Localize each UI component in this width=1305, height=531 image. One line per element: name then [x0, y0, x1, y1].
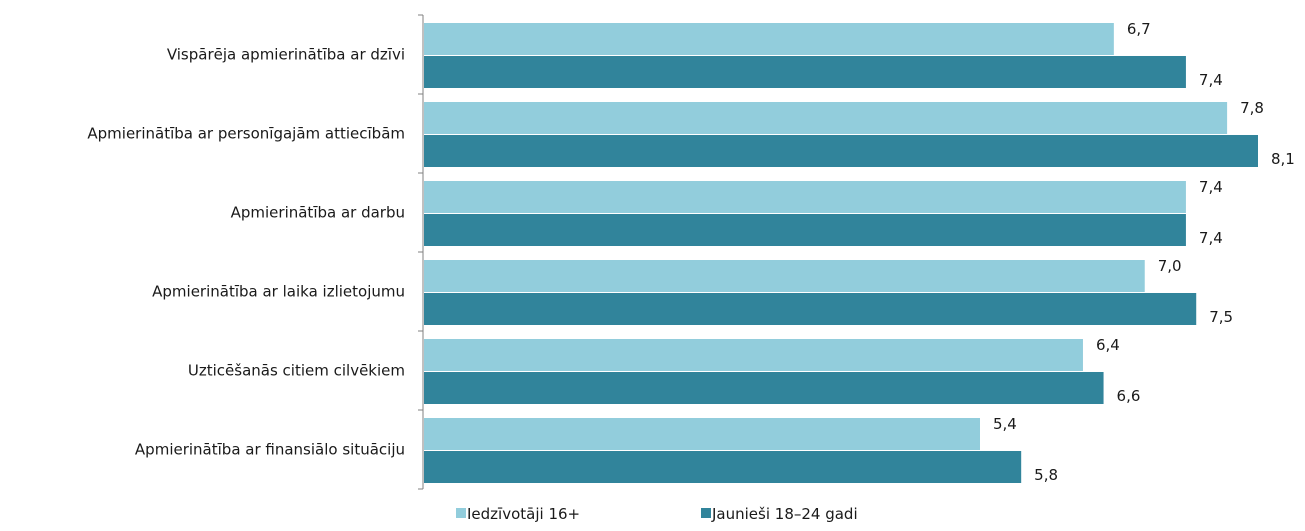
bar-residents-16plus: [424, 418, 980, 450]
data-label: 6,4: [1096, 336, 1120, 354]
data-label: 5,4: [993, 415, 1017, 433]
data-label: 6,6: [1117, 387, 1141, 405]
bar-youth-18-24: [424, 293, 1197, 325]
legend-label: Iedzīvotāji 16+: [467, 505, 580, 523]
category-label: Apmierinātība ar darbu: [231, 204, 405, 222]
legend-label: Jaunieši 18–24 gadi: [711, 505, 858, 523]
data-label: 7,8: [1240, 99, 1264, 117]
bar-residents-16plus: [424, 181, 1186, 213]
bar-residents-16plus: [424, 339, 1083, 371]
category-label: Vispārēja apmierinātība ar dzīvi: [167, 46, 405, 64]
bar-youth-18-24: [424, 372, 1104, 404]
bar-residents-16plus: [424, 102, 1228, 134]
bar-youth-18-24: [424, 214, 1186, 246]
bar-residents-16plus: [424, 260, 1145, 292]
data-label: 7,5: [1209, 308, 1233, 326]
bar-youth-18-24: [424, 451, 1022, 483]
bar-residents-16plus: [424, 23, 1114, 55]
data-label: 8,1: [1271, 150, 1295, 168]
bar-youth-18-24: [424, 135, 1258, 167]
data-label: 5,8: [1034, 466, 1058, 484]
legend-swatch: [701, 508, 711, 518]
category-label: Apmierinātība ar laika izlietojumu: [152, 283, 405, 301]
category-label: Apmierinātība ar finansiālo situāciju: [135, 441, 405, 459]
data-label: 7,0: [1158, 257, 1182, 275]
data-label: 7,4: [1199, 71, 1223, 89]
data-label: 7,4: [1199, 178, 1223, 196]
bar-youth-18-24: [424, 56, 1186, 88]
legend-swatch: [456, 508, 466, 518]
data-label: 6,7: [1127, 20, 1151, 38]
data-label: 7,4: [1199, 229, 1223, 247]
category-label: Apmierinātība ar personīgajām attiecībām: [87, 125, 405, 143]
category-label: Uzticēšanās citiem cilvēkiem: [188, 362, 405, 380]
